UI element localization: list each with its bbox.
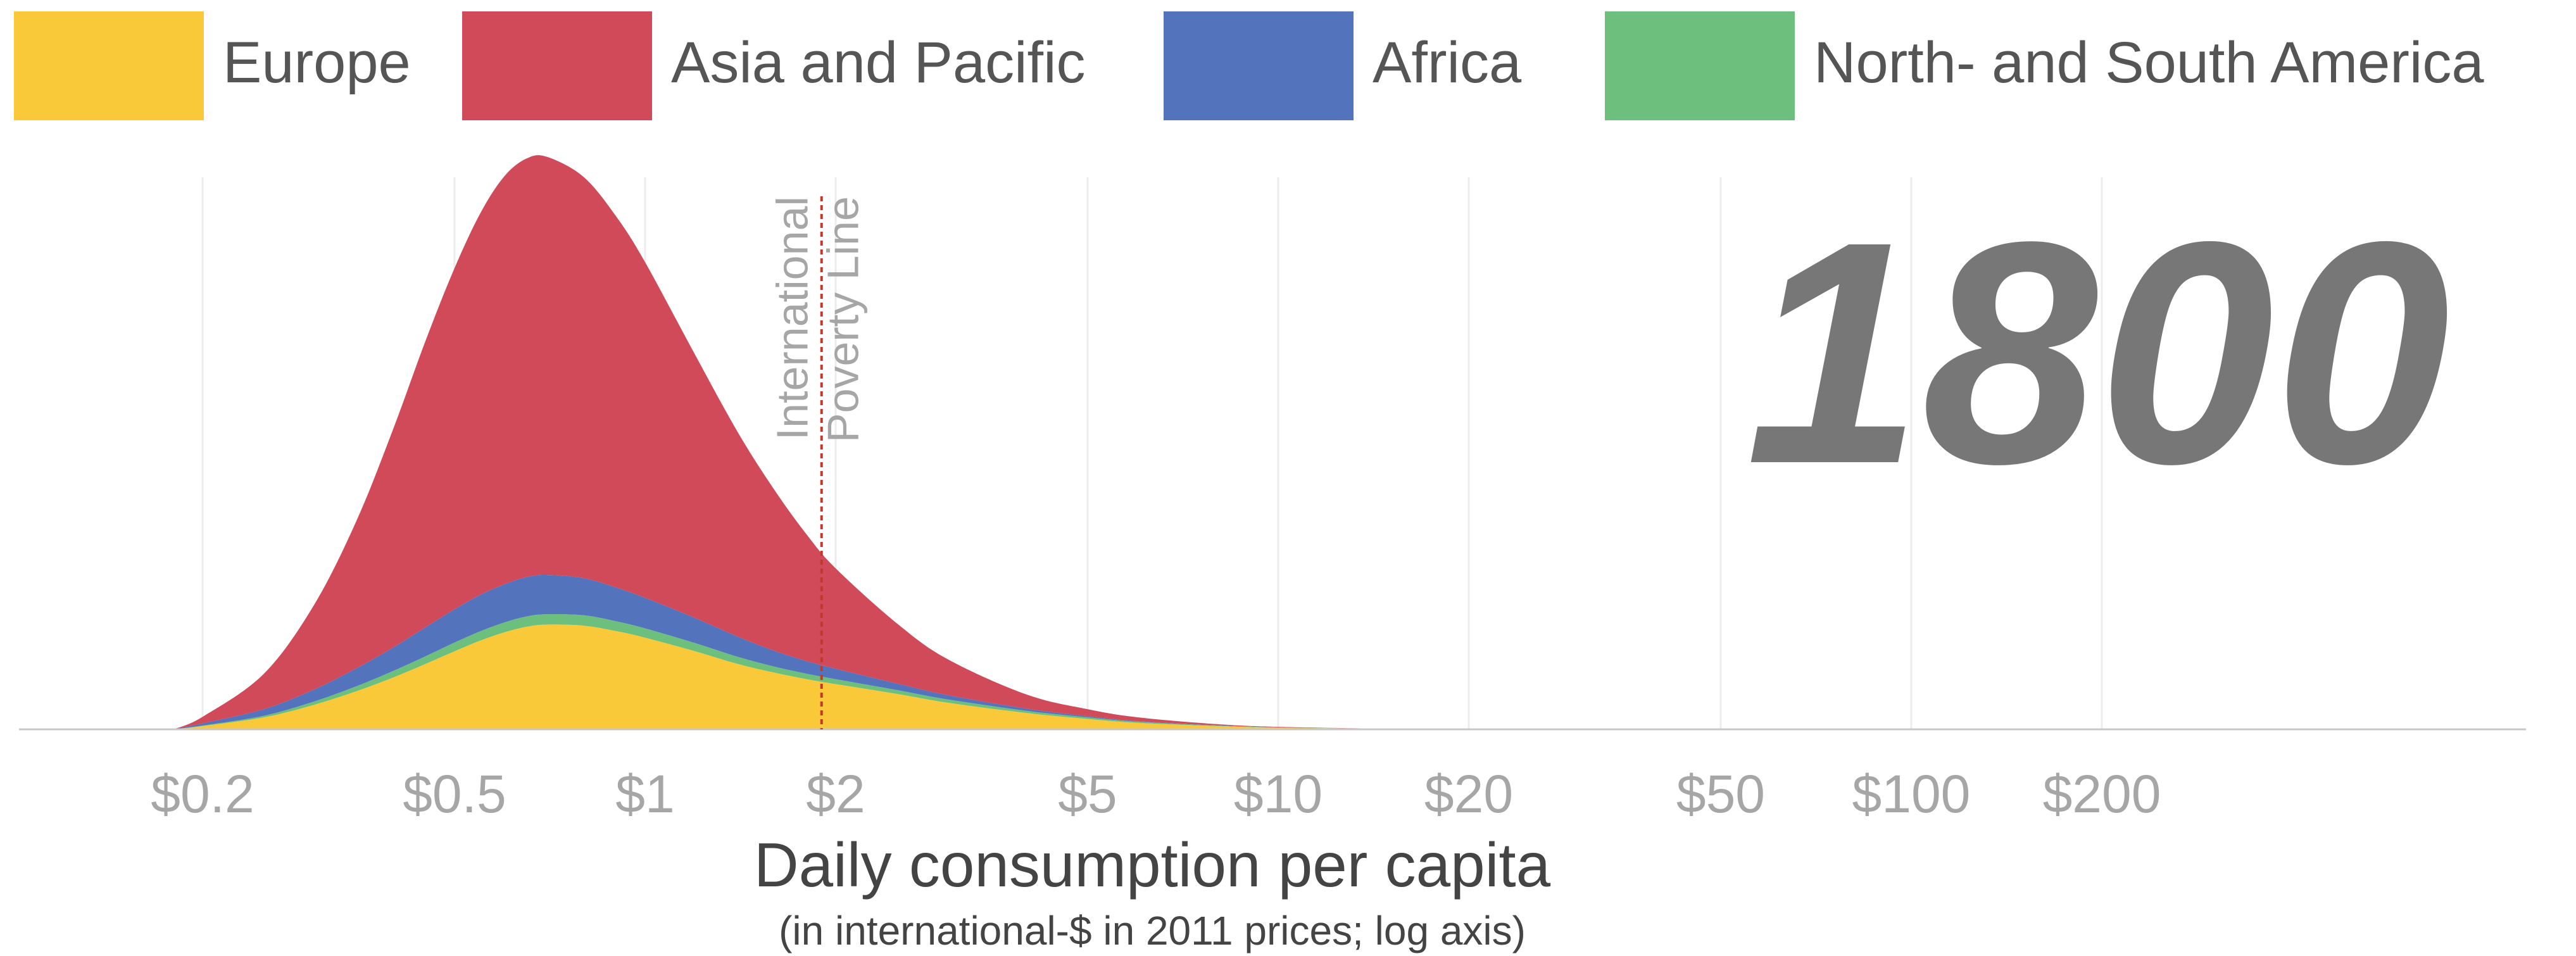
legend-swatch-asia-and-pacific xyxy=(462,11,652,120)
x-tick-label: $2 xyxy=(806,764,865,824)
x-axis-title: Daily consumption per capita xyxy=(754,830,1551,900)
legend: Europe Asia and Pacific Africa North- and S… xyxy=(14,11,2484,120)
area-asia-and-pacific xyxy=(173,155,1581,730)
area-series xyxy=(173,155,1581,730)
legend-swatch-africa xyxy=(1164,11,1354,120)
poverty-label-line-1: International xyxy=(768,196,817,440)
x-tick-label: $50 xyxy=(1676,764,1765,824)
x-tick-label: $0.2 xyxy=(151,764,254,824)
x-tick-label: $200 xyxy=(2043,764,2161,824)
x-tick-labels: $0.2 $0.5 $1 $2 $5 $10 $20 $50 $100 $200 xyxy=(151,764,2161,824)
x-tick-label: $5 xyxy=(1058,764,1117,824)
legend-swatch-europe xyxy=(14,11,204,120)
x-tick-label: $1 xyxy=(615,764,674,824)
area-europe xyxy=(173,624,1581,730)
legend-label-north-and-south-america: North- and South America xyxy=(1814,30,2484,95)
x-axis-subtitle: (in international-$ in 2011 prices; log … xyxy=(779,908,1526,953)
x-tick-label: $0.5 xyxy=(403,764,506,824)
year-label: 1800 xyxy=(1746,175,2450,529)
area-africa xyxy=(173,575,1581,730)
poverty-label-line-2: Poverty Line xyxy=(819,196,868,443)
x-tick-label: $20 xyxy=(1424,764,1513,824)
x-tick-label: $100 xyxy=(1852,764,1971,824)
legend-label-africa: Africa xyxy=(1373,30,1522,95)
poverty-line-label: International Poverty Line xyxy=(768,196,868,443)
x-tick-label: $10 xyxy=(1234,764,1323,824)
legend-label-europe: Europe xyxy=(223,30,411,95)
legend-swatch-north-and-south-america xyxy=(1605,11,1795,120)
legend-label-asia-and-pacific: Asia and Pacific xyxy=(671,30,1086,95)
